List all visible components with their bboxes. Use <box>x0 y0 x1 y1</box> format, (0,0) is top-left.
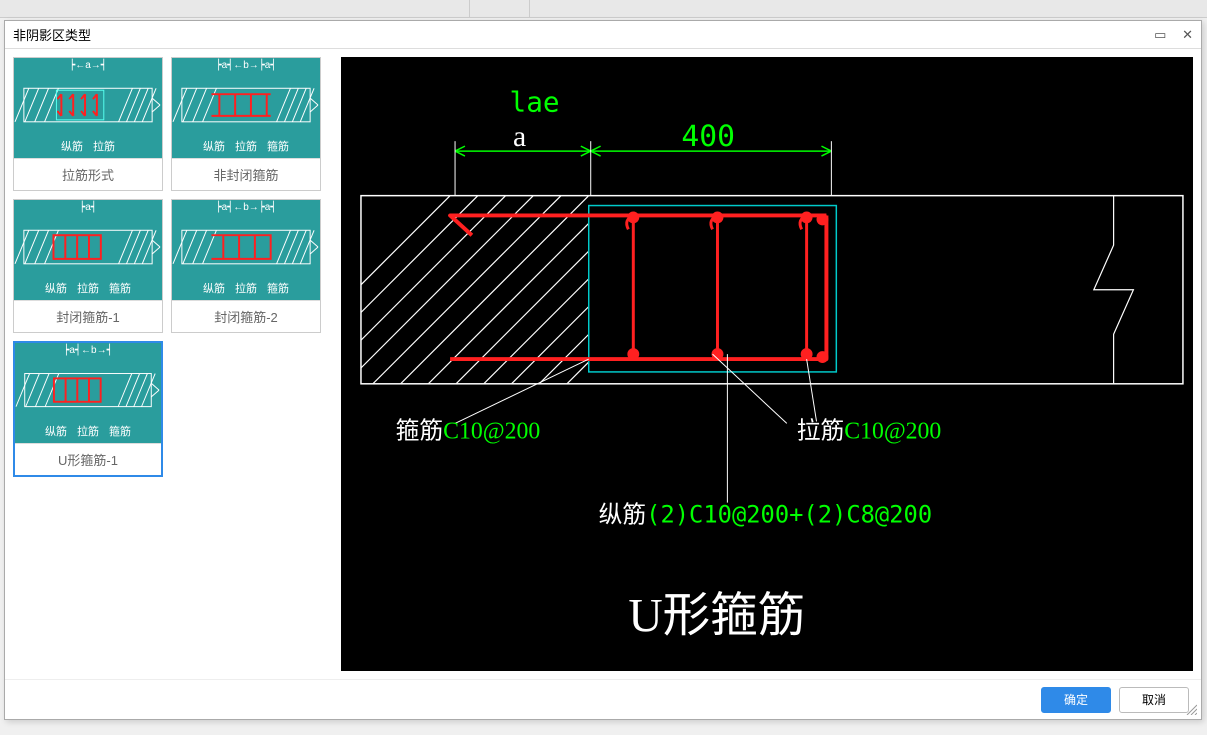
type-thumb-t1[interactable]: ┝←a→┥ 纵筋拉筋 拉筋形式 <box>13 57 163 191</box>
preview-title: U形箍筋 <box>628 590 805 642</box>
thumb-label: 非封闭箍筋 <box>172 158 320 190</box>
thumb-tag: 拉筋 <box>235 138 257 154</box>
thumb-tag: 拉筋 <box>77 280 99 296</box>
type-thumb-t2[interactable]: ┝a┥←b→┝a┥ 纵筋拉筋箍筋 非封闭箍筋 <box>171 57 321 191</box>
thumb-tag: 拉筋 <box>77 423 99 439</box>
label-zongjin: 纵筋(2)C10@200+(2)C8@200 <box>599 500 933 528</box>
dim-400-value: 400 <box>681 119 735 154</box>
thumb-tag: 纵筋 <box>203 280 225 296</box>
thumb-tag: 拉筋 <box>235 280 257 296</box>
thumb-preview: ┝a┥←b→┥ 纵筋拉筋箍筋 <box>15 343 161 443</box>
type-thumb-t3[interactable]: ┝a┥ 纵筋拉筋箍筋 封闭箍筋-1 <box>13 199 163 333</box>
shadow-type-dialog: 非阴影区类型 ▭ ✕ ┝←a→┥ 纵筋拉筋 拉筋形式 ┝a┥←b→┝a┥ <box>4 20 1202 720</box>
thumb-label: 封闭箍筋-1 <box>14 300 162 332</box>
thumb-label: 封闭箍筋-2 <box>172 300 320 332</box>
resize-grip-icon[interactable] <box>1185 703 1197 715</box>
type-thumb-t4[interactable]: ┝a┥←b→┝a┥ 纵筋拉筋箍筋 封闭箍筋-2 <box>171 199 321 333</box>
cancel-button[interactable]: 取消 <box>1119 687 1189 713</box>
thumb-tag: 箍筋 <box>109 423 131 439</box>
dialog-title: 非阴影区类型 <box>13 25 91 44</box>
app-menubar <box>0 0 1207 18</box>
thumb-tags: 纵筋拉筋箍筋 <box>172 280 320 296</box>
ok-button[interactable]: 确定 <box>1041 687 1111 713</box>
thumb-tag: 箍筋 <box>267 138 289 154</box>
thumb-preview: ┝a┥←b→┝a┥ 纵筋拉筋箍筋 <box>172 200 320 300</box>
label-lajin: 拉筋C10@200 <box>797 417 942 444</box>
window-close-icon[interactable]: ✕ <box>1182 27 1193 42</box>
window-maximize-icon[interactable]: ▭ <box>1154 27 1166 42</box>
thumb-tags: 纵筋拉筋 <box>14 138 162 154</box>
type-thumbnail-grid: ┝←a→┥ 纵筋拉筋 拉筋形式 ┝a┥←b→┝a┥ <box>13 57 333 671</box>
thumb-label: U形箍筋-1 <box>15 443 161 475</box>
thumb-tag: 纵筋 <box>203 138 225 154</box>
thumb-tags: 纵筋拉筋箍筋 <box>15 423 161 439</box>
thumb-tag: 纵筋 <box>45 280 67 296</box>
thumb-tag: 纵筋 <box>61 138 83 154</box>
thumb-tag: 箍筋 <box>267 280 289 296</box>
preview-canvas: lae a 400 箍筋C10@200 拉筋C10@200 纵筋(2)C10@2… <box>341 57 1193 671</box>
thumb-tag: 箍筋 <box>109 280 131 296</box>
dim-lae-label: lae <box>510 85 560 118</box>
dialog-footer: 确定 取消 <box>5 679 1201 719</box>
dim-a-value: a <box>513 121 526 153</box>
thumb-tag: 拉筋 <box>93 138 115 154</box>
thumb-label: 拉筋形式 <box>14 158 162 190</box>
thumb-tag: 纵筋 <box>45 423 67 439</box>
thumb-preview: ┝a┥ 纵筋拉筋箍筋 <box>14 200 162 300</box>
thumb-tags: 纵筋拉筋箍筋 <box>172 138 320 154</box>
thumb-tags: 纵筋拉筋箍筋 <box>14 280 162 296</box>
thumb-preview: ┝←a→┥ 纵筋拉筋 <box>14 58 162 158</box>
label-gujin: 箍筋C10@200 <box>396 417 541 444</box>
dialog-titlebar: 非阴影区类型 ▭ ✕ <box>5 21 1201 49</box>
type-thumb-t5[interactable]: ┝a┥←b→┥ 纵筋拉筋箍筋 U形箍筋-1 <box>13 341 163 477</box>
thumb-preview: ┝a┥←b→┝a┥ 纵筋拉筋箍筋 <box>172 58 320 158</box>
